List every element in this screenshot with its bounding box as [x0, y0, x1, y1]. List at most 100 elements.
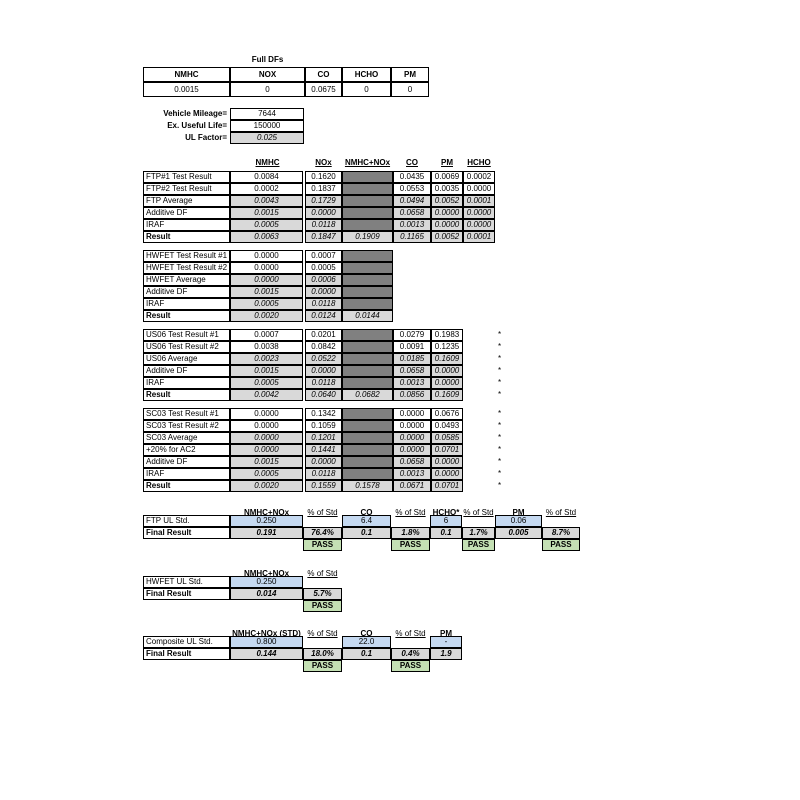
pass-badge: PASS	[462, 539, 495, 551]
full-dfs-value[interactable]: 0	[230, 82, 305, 97]
blocked-cell[interactable]	[342, 250, 393, 262]
blocked-cell	[342, 365, 393, 377]
value-cell[interactable]: 0.0201	[305, 329, 342, 341]
value-cell[interactable]: 0.0493	[431, 420, 463, 432]
value-cell[interactable]: 0.0000	[230, 262, 303, 274]
value-cell[interactable]: 0.0000	[230, 250, 303, 262]
mileage-label: Vehicle Mileage=	[163, 109, 227, 118]
value-cell[interactable]: 0.0000	[393, 408, 431, 420]
full-dfs-value[interactable]: 0.0015	[143, 82, 230, 97]
row-label: HWFET Test Result #1	[143, 250, 230, 262]
blocked-cell	[342, 195, 393, 207]
value-cell: 0.0000	[431, 377, 463, 389]
value-cell: 0.0000	[431, 219, 463, 231]
blocked-cell[interactable]	[342, 329, 393, 341]
value-cell: 0.0640	[305, 389, 342, 401]
value-cell[interactable]: 0.1235	[431, 341, 463, 353]
value-cell[interactable]: 0.0069	[431, 171, 463, 183]
value-cell: 0.0013	[393, 219, 431, 231]
value-cell[interactable]: 0.0002	[230, 183, 303, 195]
value-cell: 0.0118	[305, 468, 342, 480]
blocked-cell	[342, 432, 393, 444]
row-label: HWFET Average	[143, 274, 230, 286]
std-value[interactable]: 22.0	[342, 636, 391, 648]
value-cell[interactable]: 0.1620	[305, 171, 342, 183]
value-cell[interactable]: 0.0091	[393, 341, 431, 353]
value-cell[interactable]: 0.1342	[305, 408, 342, 420]
std-value[interactable]: -	[430, 636, 462, 648]
std-value[interactable]: 6.4	[342, 515, 391, 527]
full-dfs-title: Full DFs	[251, 55, 284, 64]
value-cell[interactable]: 0.0035	[431, 183, 463, 195]
full-dfs-value[interactable]: 0	[342, 82, 391, 97]
summary-header: NMHC+NOx (STD)	[232, 629, 301, 638]
value-cell[interactable]: 0.0000	[463, 183, 495, 195]
value-cell[interactable]: 0.0000	[230, 408, 303, 420]
value-cell: 0.0020	[230, 310, 303, 322]
std-value[interactable]: 0.06	[495, 515, 542, 527]
value-cell: 0.0701	[431, 444, 463, 456]
row-label: Additive DF	[143, 456, 230, 468]
full-dfs-value[interactable]: 0.0675	[305, 82, 342, 97]
blocked-cell	[342, 274, 393, 286]
summary-header: NMHC+NOx	[243, 508, 290, 517]
value-cell[interactable]: 0.0007	[305, 250, 342, 262]
value-cell: 0.0063	[230, 231, 303, 243]
mileage-value[interactable]: 7644	[230, 108, 304, 120]
final-value: 1.7%	[462, 527, 495, 539]
row-label: FTP#2 Test Result	[143, 183, 230, 195]
std-value[interactable]: 0.250	[230, 576, 303, 588]
value-cell[interactable]: 0.0279	[393, 329, 431, 341]
value-cell[interactable]: 0.0007	[230, 329, 303, 341]
std-value[interactable]: 0.800	[230, 636, 303, 648]
summary-header: HCHO*	[432, 508, 460, 517]
blocked-cell[interactable]	[342, 183, 393, 195]
final-label: Final Result	[143, 648, 230, 660]
final-value: 1.8%	[391, 527, 430, 539]
value-cell: 0.0000	[305, 456, 342, 468]
final-value: 76.4%	[303, 527, 342, 539]
std-value[interactable]: 0.250	[230, 515, 303, 527]
row-label: HWFET Test Result #2	[143, 262, 230, 274]
std-value[interactable]: 6	[430, 515, 462, 527]
full-dfs-value[interactable]: 0	[391, 82, 429, 97]
value-cell[interactable]: 0.0553	[393, 183, 431, 195]
blocked-cell[interactable]	[342, 420, 393, 432]
value-cell: 0.0006	[305, 274, 342, 286]
row-label: +20% for AC2	[143, 444, 230, 456]
final-value: 0.014	[230, 588, 303, 600]
value-cell[interactable]: 0.0000	[393, 420, 431, 432]
blocked-cell[interactable]	[342, 408, 393, 420]
full-dfs-header: HCHO	[342, 67, 391, 82]
value-cell[interactable]: 0.1059	[305, 420, 342, 432]
row-label: Result	[143, 231, 230, 243]
blocked-cell[interactable]	[342, 341, 393, 353]
value-cell[interactable]: 0.0435	[393, 171, 431, 183]
value-cell[interactable]: 0.1837	[305, 183, 342, 195]
summary-header: CO	[360, 629, 373, 638]
value-cell: 0.0005	[230, 219, 303, 231]
full-dfs-header: PM	[391, 67, 429, 82]
value-cell[interactable]: 0.1983	[431, 329, 463, 341]
row-label: FTP Average	[143, 195, 230, 207]
summary-header: % of Std	[395, 629, 426, 638]
value-cell[interactable]: 0.0005	[305, 262, 342, 274]
blocked-cell[interactable]	[342, 262, 393, 274]
final-value: 8.7%	[542, 527, 580, 539]
pass-badge: PASS	[542, 539, 580, 551]
row-label: SC03 Test Result #1	[143, 408, 230, 420]
value-cell[interactable]: 0.0000	[230, 420, 303, 432]
value-cell[interactable]: 0.0084	[230, 171, 303, 183]
mileage-value[interactable]: 150000	[230, 120, 304, 132]
value-cell: 0.0185	[393, 353, 431, 365]
summary-header: % of Std	[463, 508, 494, 517]
value-cell: 0.0000	[305, 286, 342, 298]
value-cell[interactable]: 0.0676	[431, 408, 463, 420]
value-cell[interactable]: 0.0002	[463, 171, 495, 183]
blocked-cell[interactable]	[342, 171, 393, 183]
final-value: 18.0%	[303, 648, 342, 660]
final-value: 5.7%	[303, 588, 342, 600]
value-cell[interactable]: 0.0038	[230, 341, 303, 353]
value-cell[interactable]: 0.0842	[305, 341, 342, 353]
value-cell: 0.0658	[393, 365, 431, 377]
